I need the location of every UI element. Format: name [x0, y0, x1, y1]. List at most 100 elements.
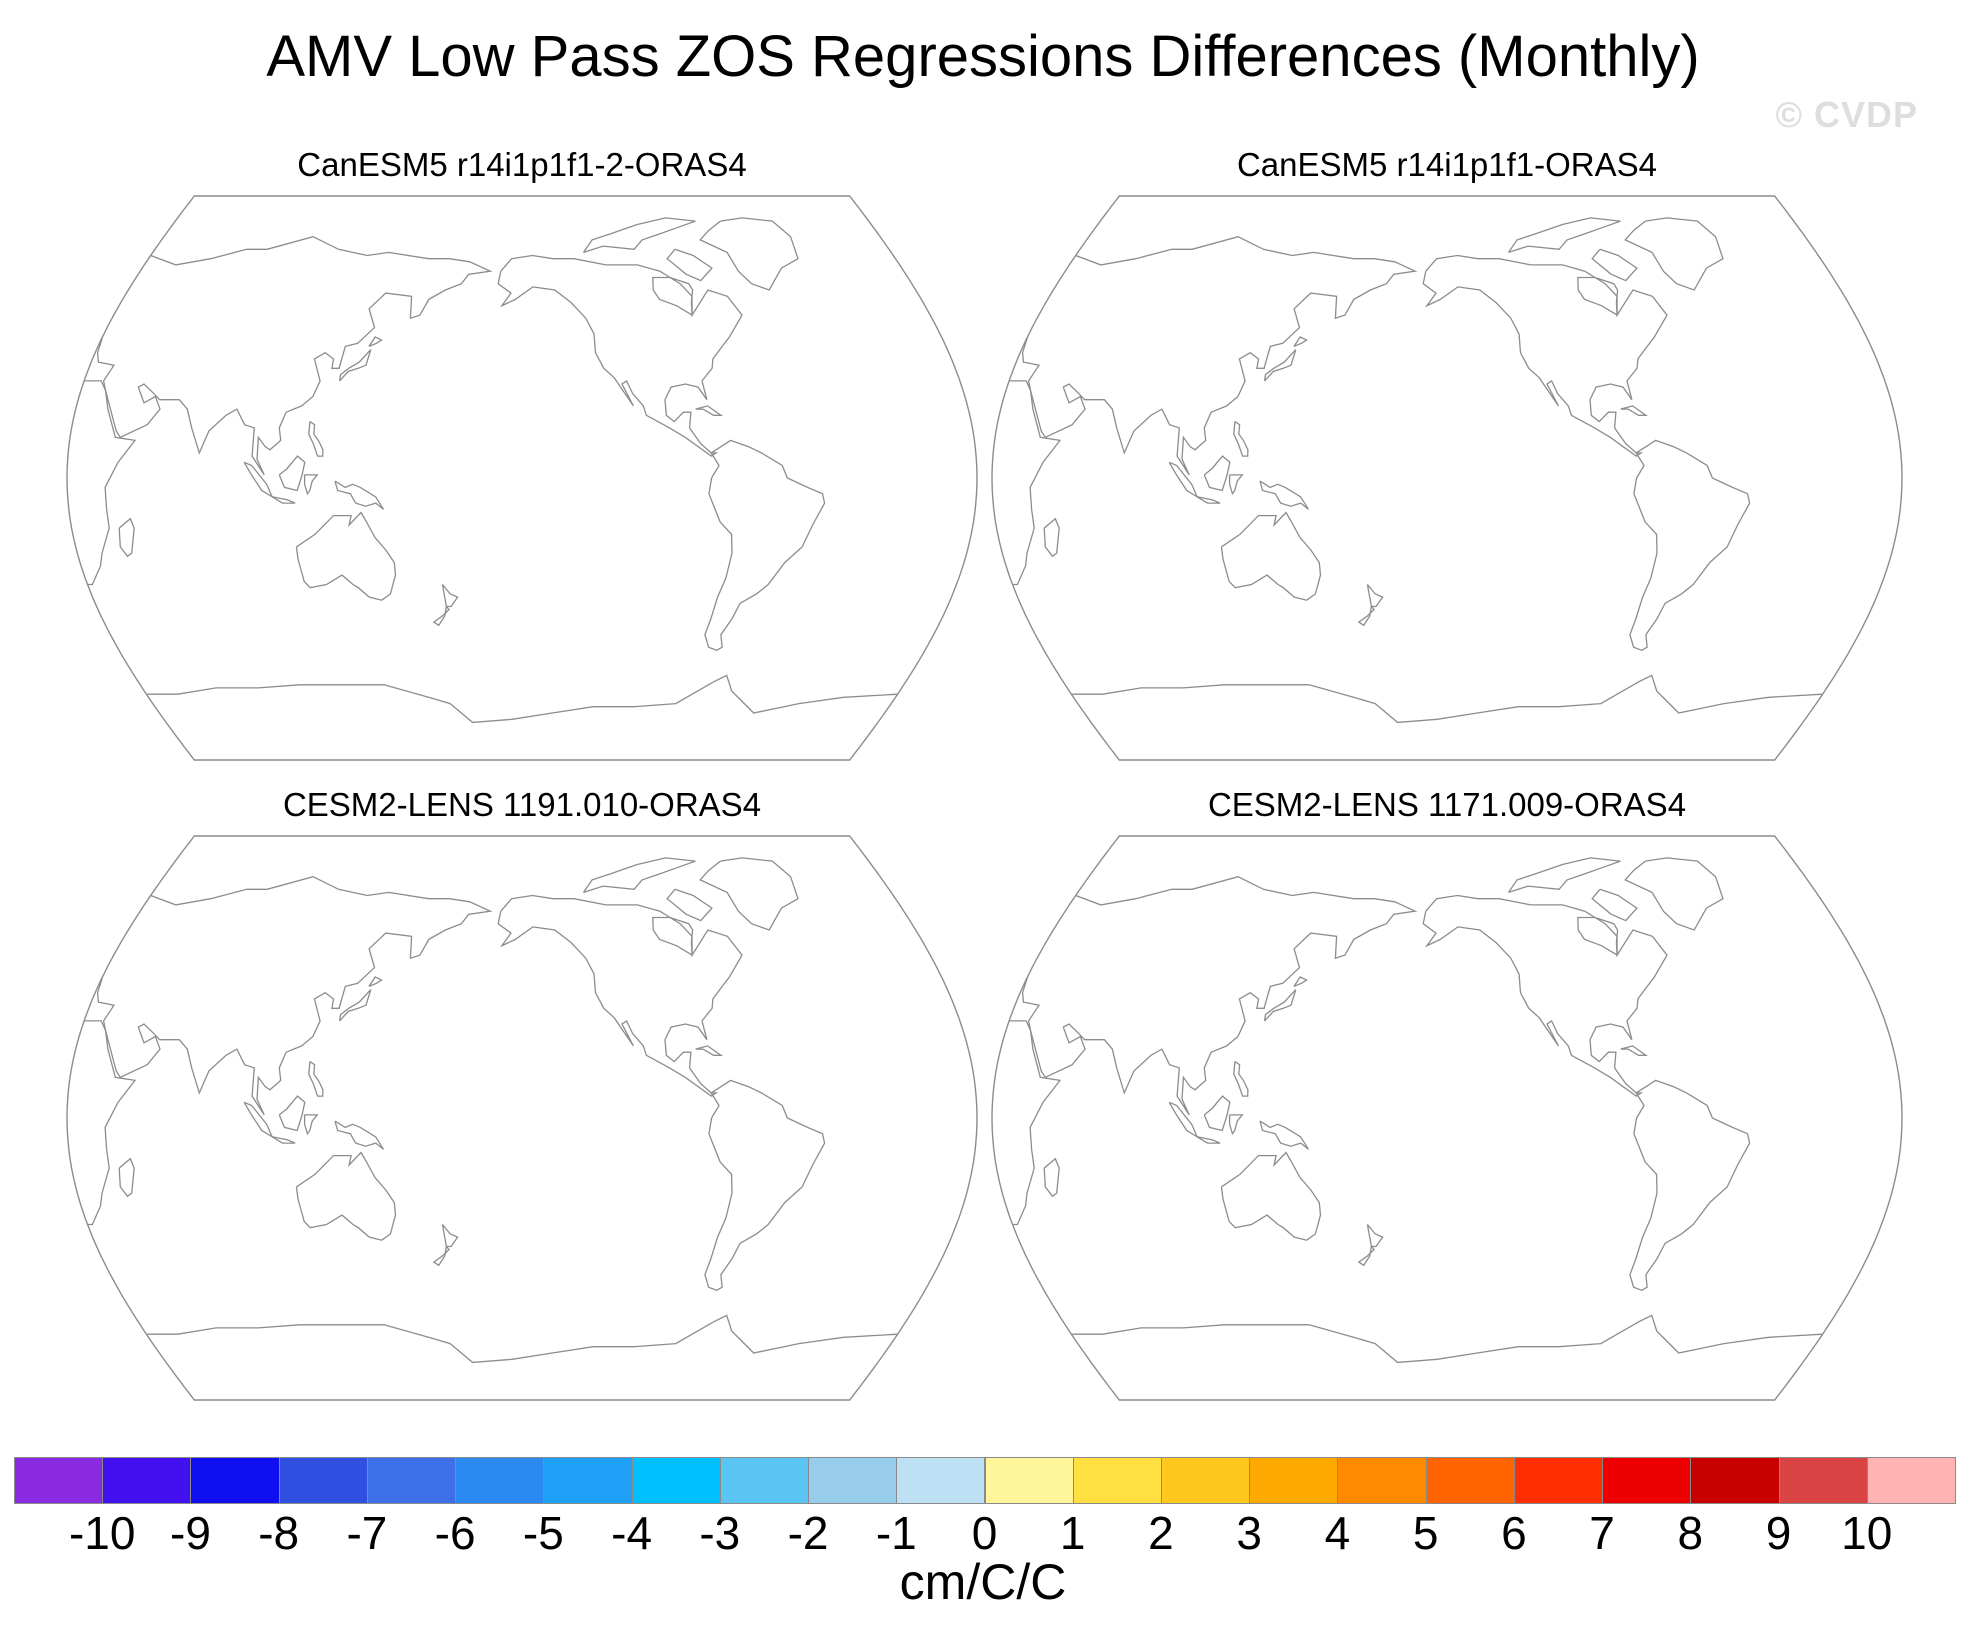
figure-title: AMV Low Pass ZOS Regressions Differences…	[266, 24, 1700, 89]
colorbar-box	[984, 1457, 1074, 1504]
coastline	[303, 1114, 319, 1136]
coastline	[338, 349, 372, 382]
coastline	[1507, 217, 1621, 254]
world-map	[991, 195, 1903, 761]
coastline	[1021, 236, 1418, 476]
coastline	[1366, 1224, 1384, 1248]
coastline	[146, 674, 898, 724]
world-map	[66, 195, 978, 761]
coastline	[334, 1120, 385, 1150]
coastline	[432, 1246, 450, 1267]
colorbar-box	[631, 1457, 721, 1504]
coastline	[1009, 380, 1062, 586]
coastline	[1228, 1114, 1244, 1136]
panel-title: CanESM5 r14i1p1f1-ORAS4	[1236, 146, 1658, 183]
coastline	[1196, 1136, 1221, 1144]
colorbar-tick-label: -8	[258, 1507, 300, 1559]
colorbar-tick-label: 2	[1148, 1507, 1174, 1559]
map-panel-2: CanESM5 r14i1p1f1-ORAS4	[987, 145, 1907, 765]
coastline	[1293, 336, 1308, 348]
coastline	[146, 1314, 898, 1364]
colorbar-tick-label: -6	[434, 1507, 476, 1559]
coastline	[704, 1079, 826, 1292]
coastline	[334, 480, 385, 510]
map-panel-4: CESM2-LENS 1171.009-ORAS4	[987, 785, 1907, 1405]
colorbar-tick-label: 9	[1765, 1507, 1792, 1559]
colorbar-box	[190, 1457, 280, 1504]
coastline	[1620, 1045, 1649, 1056]
colorbar-box	[1602, 1457, 1692, 1504]
coastline	[1357, 1246, 1375, 1267]
coastline	[1366, 584, 1384, 608]
coastline	[582, 217, 696, 254]
coastline	[278, 455, 306, 492]
coastline	[582, 857, 696, 894]
colorbar-tick-label: 3	[1236, 1507, 1262, 1559]
coastline	[1021, 876, 1418, 1116]
colorbar-tick-label: -9	[170, 1507, 211, 1559]
coastline	[338, 989, 372, 1022]
coastline	[1009, 1020, 1062, 1226]
map-frame	[991, 835, 1903, 1401]
map-panel-3: CESM2-LENS 1191.010-ORAS4	[62, 785, 982, 1405]
colorbar-box	[1425, 1457, 1515, 1504]
colorbar-box	[366, 1457, 457, 1504]
colorbar-box	[1778, 1457, 1868, 1504]
colorbar-box	[1513, 1457, 1604, 1504]
colorbar-tick-label: 8	[1677, 1507, 1704, 1559]
colorbar-tick-label: -3	[699, 1507, 741, 1559]
colorbar-tick-label: 10	[1841, 1507, 1893, 1559]
colorbar-tick-label: -4	[611, 1507, 653, 1559]
colorbar-tick-label: 1	[1059, 1507, 1086, 1559]
coastline	[1263, 349, 1297, 382]
coastline	[1168, 461, 1199, 499]
colorbar-tick-label: 4	[1324, 1507, 1351, 1559]
coastline	[1220, 1151, 1322, 1241]
colorbar-labels: -10 -9 -8 -7 -6 -5 -4 -3 -2 -1 0 1 2 3 4 5 6 7 8 9 10	[0, 1505, 1966, 1565]
world-map	[991, 835, 1903, 1401]
coastline	[1591, 888, 1638, 922]
coastline	[1203, 455, 1231, 492]
coastline	[271, 496, 296, 504]
coastline	[1259, 1120, 1310, 1150]
colorbar-units: cm/C/C	[899, 1554, 1067, 1610]
coastline	[1220, 511, 1322, 601]
coastline	[295, 511, 397, 601]
coastline	[1620, 405, 1649, 416]
colorbar-tick-label: -2	[787, 1507, 829, 1559]
coastline	[695, 405, 724, 416]
coastline	[308, 1061, 324, 1097]
coastline	[699, 217, 799, 291]
coastline	[96, 876, 493, 1116]
coastline	[652, 916, 694, 957]
colorbar-tick-label: 6	[1501, 1507, 1527, 1559]
coastline	[1228, 474, 1244, 496]
coastline	[271, 1136, 296, 1144]
map-frame	[66, 195, 978, 761]
coastline	[1043, 1157, 1060, 1198]
coastline	[96, 236, 493, 476]
coastline	[368, 336, 383, 348]
colorbar-box	[1690, 1457, 1780, 1504]
coastline	[441, 584, 459, 608]
coastline	[704, 439, 826, 652]
coastline	[1591, 248, 1638, 282]
coastline	[303, 474, 319, 496]
colorbar-tick-label: 5	[1412, 1507, 1439, 1559]
colorbar-box	[543, 1457, 633, 1504]
colorbar-box	[719, 1457, 810, 1504]
coastline	[278, 1095, 306, 1132]
coastline	[1293, 976, 1308, 988]
colorbar-box	[102, 1457, 192, 1504]
coastline	[1071, 1314, 1823, 1364]
colorbar-tick-label: -5	[522, 1507, 564, 1559]
coastline	[368, 976, 383, 988]
coastline	[1357, 606, 1375, 627]
colorbar-box	[808, 1457, 898, 1504]
coastline	[1577, 916, 1619, 957]
coastline	[1624, 217, 1724, 291]
coastline	[295, 1151, 397, 1241]
colorbar-box	[455, 1457, 545, 1504]
coastline	[1629, 439, 1751, 652]
coastline	[1259, 480, 1310, 510]
